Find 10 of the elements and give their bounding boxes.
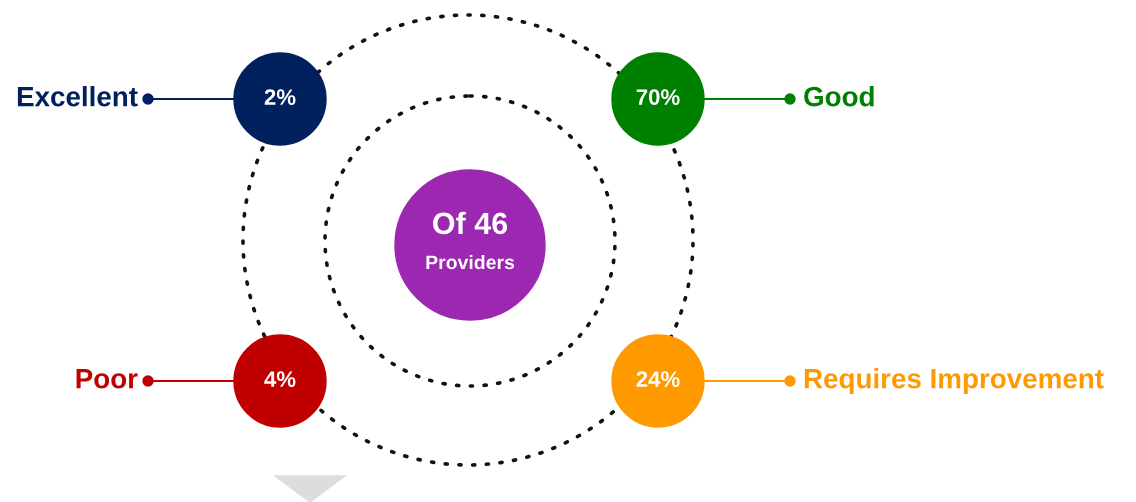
category-label: Good <box>804 86 874 107</box>
data-label: 24% <box>636 371 680 387</box>
text: Providers <box>426 254 515 270</box>
text: Of 46 <box>433 211 508 235</box>
category-label: Poor <box>76 369 138 389</box>
data-label: 4% <box>264 371 296 387</box>
category-label: Excellent <box>17 86 138 107</box>
category-label: Requires Improvement <box>804 368 1104 394</box>
data-label: 70% <box>636 89 680 105</box>
data-label: 2% <box>264 89 296 105</box>
